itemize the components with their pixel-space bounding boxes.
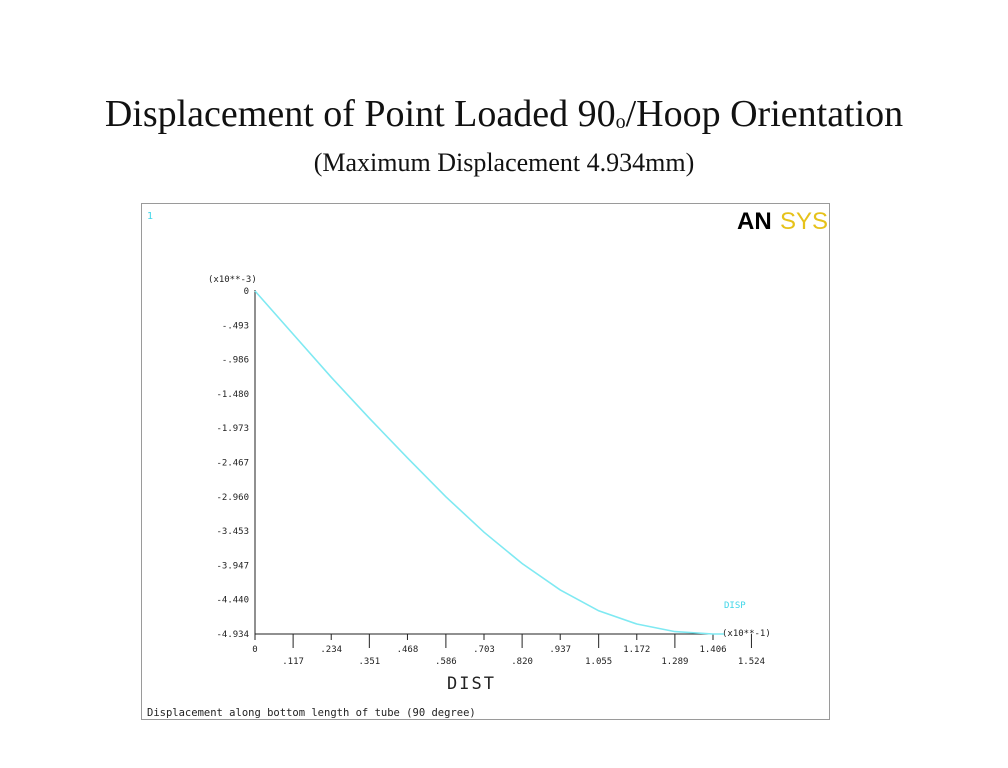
x-tick-label: .351 (358, 657, 380, 667)
x-ticks: 0 .234 .468 .703 .937 1.172 1.406 .117 .351 .586.… (252, 634, 765, 667)
slide-title-rest: /Hoop Orientation (625, 93, 904, 135)
window-number: 1 (147, 211, 153, 222)
y-tick-label: -2.467 (216, 459, 249, 469)
slide-title: Displacement of Point Loaded 90o/Hoop Or… (0, 90, 1008, 146)
slide-title-degree: o (615, 111, 626, 133)
y-tick-label: 0 (244, 287, 249, 297)
x-tick-label: 1.172 (623, 645, 650, 655)
y-tick-label: -4.934 (216, 630, 249, 640)
slide-subtitle: (Maximum Displacement 4.934mm) (313, 148, 695, 177)
plot-footer: Displacement along bottom length of tube… (147, 707, 476, 719)
x-tick-label: 0 (252, 645, 257, 655)
slide-title-main: Displacement of Point Loaded 90 (104, 93, 616, 135)
legend-series-name: DISP (724, 601, 746, 611)
x-tick-label: 1.406 (699, 645, 726, 655)
x-tick-label: .820 (511, 657, 533, 667)
x-tick-label: .117 (282, 657, 304, 667)
y-tick-label: -2.960 (216, 493, 249, 503)
x-tick-label: 1.524 (738, 657, 765, 667)
series-line-disp (254, 290, 725, 635)
x-tick-label: .586 (435, 657, 457, 667)
y-tick-label: -.493 (222, 321, 249, 331)
y-multiplier-label: (x10**-3) (208, 275, 257, 285)
y-tick-label: -3.453 (216, 527, 249, 537)
ansys-logo-an: AN (737, 208, 772, 235)
x-tick-label: .468 (397, 645, 419, 655)
ansys-logo: AN SYS (737, 208, 828, 235)
y-tick-label: -1.480 (216, 390, 249, 400)
x-tick-label: .703 (473, 645, 495, 655)
x-tick-label: 1.289 (661, 657, 688, 667)
y-tick-label: -3.947 (216, 561, 249, 571)
ansys-logo-sys: SYS (780, 208, 828, 235)
y-tick-label: -4.440 (216, 596, 249, 606)
x-tick-label: .937 (549, 645, 571, 655)
x-axis-title: DIST (447, 674, 496, 694)
x-multiplier-label: (x10**-1) (722, 629, 771, 639)
y-tick-label: -1.973 (216, 424, 249, 434)
y-ticks: 0 -.493 -.986 -1.480 -1.973 -2.467 -2.960 -3.45… (216, 287, 249, 640)
x-tick-label: 1.055 (585, 657, 612, 667)
y-tick-label: -.986 (222, 356, 249, 366)
x-tick-label: .234 (320, 645, 342, 655)
